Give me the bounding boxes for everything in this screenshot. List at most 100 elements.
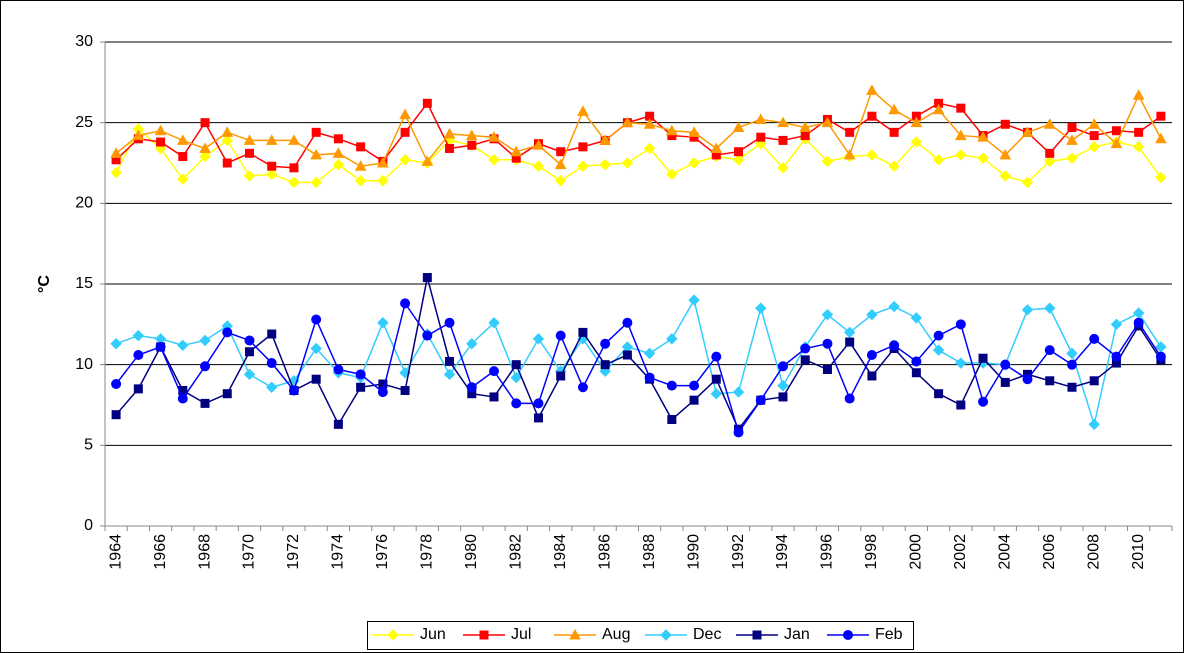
data-point <box>866 149 878 161</box>
data-point <box>734 147 744 157</box>
data-point <box>311 374 321 384</box>
y-tick-label: 20 <box>75 195 93 212</box>
data-point <box>556 147 566 157</box>
x-tick-label: 1972 <box>285 534 302 570</box>
data-point <box>799 121 812 133</box>
data-point <box>711 374 721 384</box>
data-point <box>488 154 500 166</box>
data-point <box>333 134 343 144</box>
x-tick-label: 1990 <box>685 534 702 570</box>
data-point <box>465 129 478 141</box>
data-point <box>288 176 300 189</box>
data-point <box>511 360 521 370</box>
data-point <box>266 358 277 369</box>
data-point <box>467 140 477 150</box>
data-point <box>422 273 432 283</box>
data-point <box>554 175 567 187</box>
data-point <box>1155 351 1166 362</box>
y-tick-label: 0 <box>84 517 93 534</box>
data-point <box>1089 376 1099 386</box>
data-point <box>1089 333 1100 344</box>
data-point <box>354 175 367 187</box>
data-point <box>578 327 588 337</box>
data-point <box>1088 141 1100 153</box>
data-point <box>243 134 256 145</box>
data-point <box>421 155 434 166</box>
data-point <box>666 333 678 345</box>
data-point <box>622 317 633 328</box>
data-point <box>377 387 388 398</box>
data-point <box>443 127 456 139</box>
data-point <box>643 142 656 155</box>
y-tick-label: 15 <box>75 275 93 292</box>
legend-marker <box>479 630 489 640</box>
data-point <box>399 108 411 120</box>
data-point <box>1021 176 1034 189</box>
data-point <box>377 317 389 329</box>
data-point <box>622 350 632 360</box>
x-tick-label: 2000 <box>908 534 925 570</box>
legend-label: Feb <box>875 626 903 643</box>
data-point <box>845 127 855 137</box>
data-point <box>177 173 189 185</box>
data-point <box>533 413 543 423</box>
x-tick-label: 1980 <box>463 534 480 570</box>
data-point <box>888 160 900 172</box>
data-point <box>244 347 254 357</box>
data-point <box>778 135 788 145</box>
data-point <box>267 329 277 339</box>
data-point <box>266 168 278 181</box>
x-tick-label: 1966 <box>152 534 169 570</box>
x-tick-label: 2008 <box>1085 534 1102 570</box>
data-point <box>1133 317 1144 328</box>
x-tick-label: 1992 <box>730 534 747 570</box>
data-point <box>866 349 877 360</box>
data-point <box>756 132 766 142</box>
legend-marker <box>569 628 581 640</box>
data-point <box>1067 123 1077 133</box>
y-tick-label: 30 <box>75 33 93 50</box>
data-point <box>400 385 410 395</box>
data-point <box>356 142 366 152</box>
data-point <box>599 134 612 145</box>
x-tick-label: 1996 <box>819 534 836 570</box>
data-point <box>732 121 745 133</box>
data-point <box>310 148 323 160</box>
series-line <box>115 301 1162 435</box>
data-point <box>1044 155 1056 168</box>
data-point <box>1134 127 1144 137</box>
data-point <box>1066 359 1077 370</box>
data-point <box>889 127 899 137</box>
data-point <box>977 152 989 164</box>
data-point <box>955 357 967 369</box>
data-point <box>666 380 677 391</box>
data-point <box>932 103 945 115</box>
y-tick-label: 10 <box>75 356 93 373</box>
data-point <box>1111 126 1121 136</box>
x-tick-label: 1974 <box>330 534 347 570</box>
y-tick-label: 5 <box>84 437 93 454</box>
data-point <box>800 355 810 365</box>
data-point <box>400 127 410 137</box>
legend-label: Jun <box>420 626 446 643</box>
data-point <box>199 142 211 153</box>
data-point <box>911 368 921 378</box>
data-point <box>1110 318 1123 331</box>
data-point <box>243 170 256 182</box>
data-point <box>577 382 588 393</box>
data-point <box>244 335 255 346</box>
data-point <box>1022 374 1033 385</box>
data-point <box>777 379 789 392</box>
data-point <box>1066 347 1078 360</box>
data-point <box>867 111 877 121</box>
legend-marker <box>752 630 762 640</box>
data-point <box>222 389 232 399</box>
data-point <box>289 163 299 173</box>
data-point <box>977 131 989 142</box>
data-point <box>555 330 566 341</box>
data-point <box>332 158 345 171</box>
y-axis-label: °C <box>36 275 53 293</box>
data-point <box>1021 126 1034 137</box>
data-point <box>177 393 188 404</box>
